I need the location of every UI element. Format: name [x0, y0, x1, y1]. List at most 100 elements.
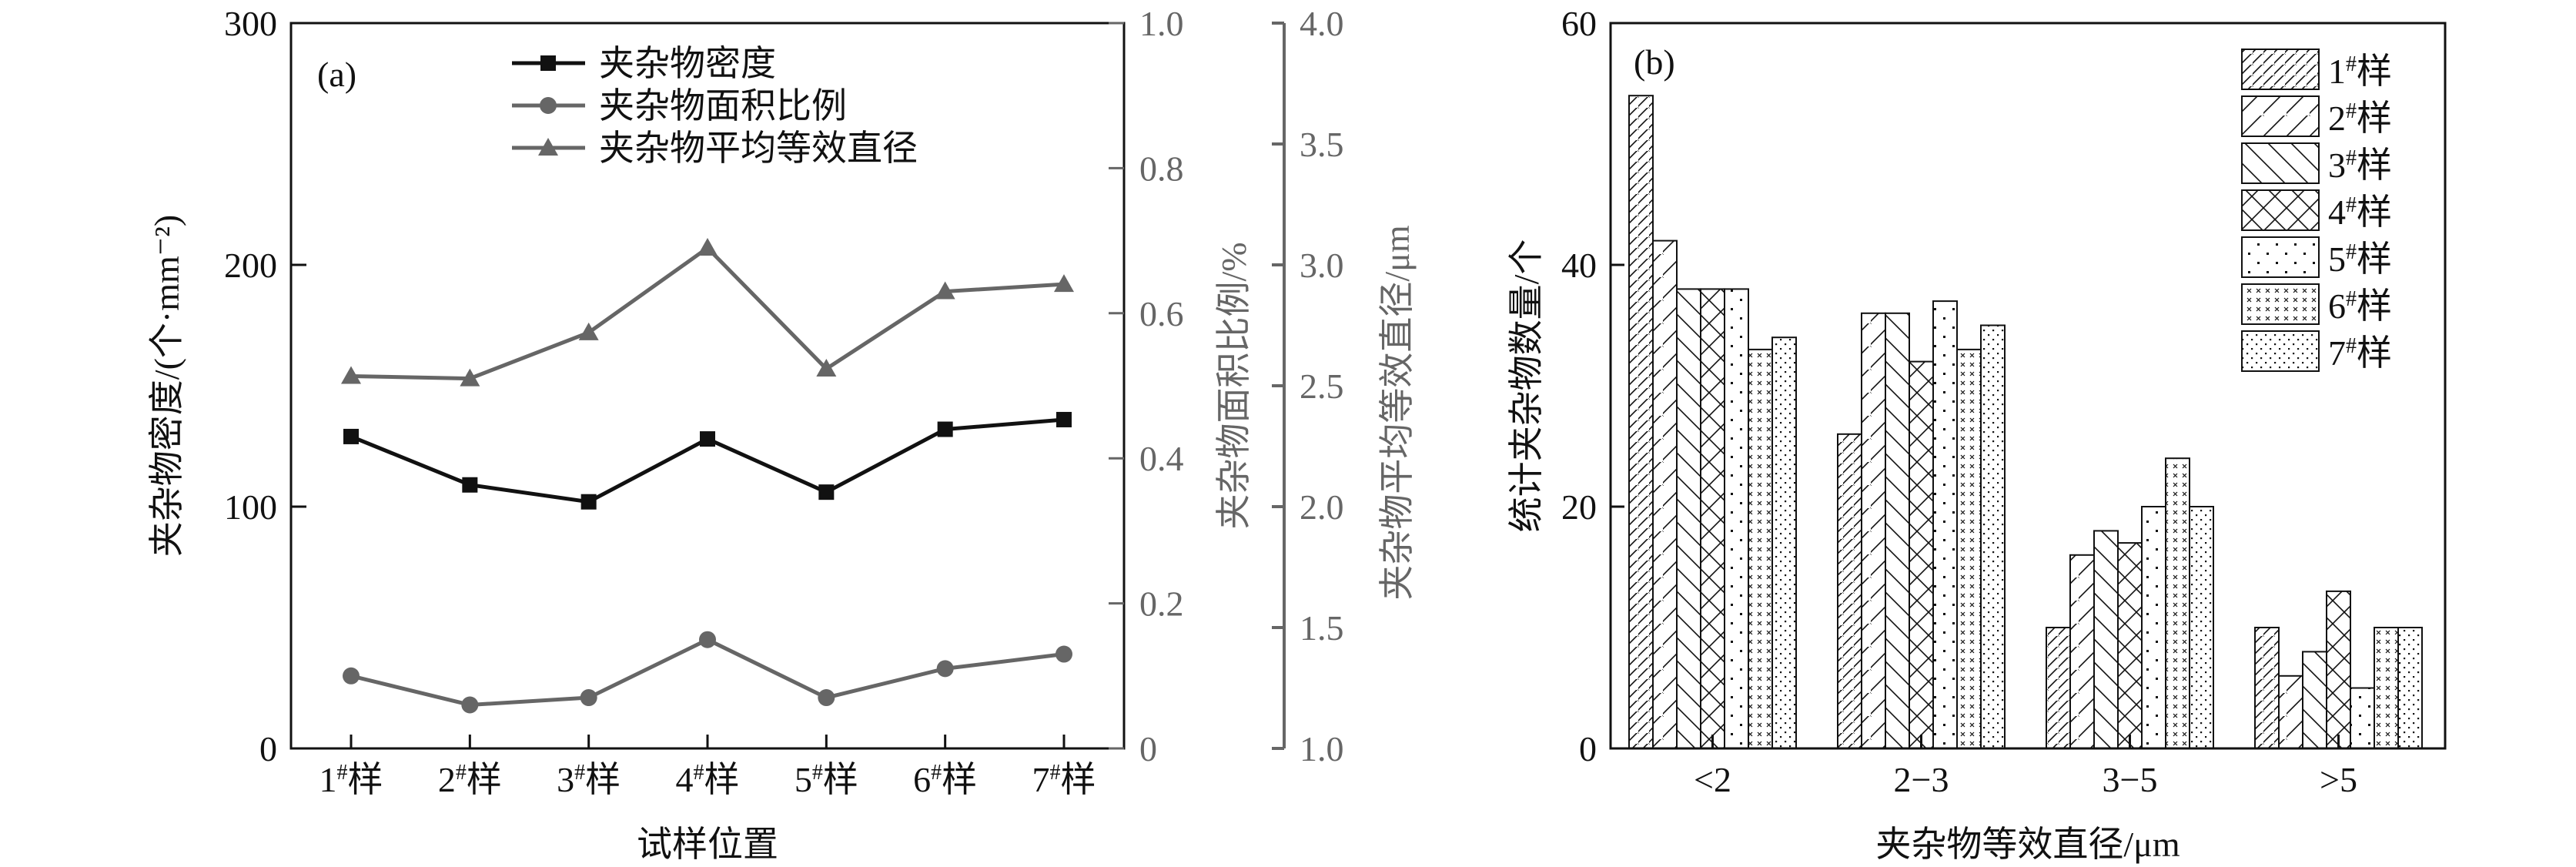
data-point: [461, 696, 479, 714]
y-axis-title-left: 夹杂物密度/(个·mm⁻²): [147, 215, 186, 557]
legend-label: 7#样: [2328, 333, 2392, 373]
bar: [2189, 506, 2214, 749]
bar: [2374, 627, 2399, 749]
legend-swatch: [2241, 95, 2320, 137]
y-tick-label-right2: 4.0: [1300, 4, 1344, 43]
x-tick-label: >5: [2320, 760, 2357, 799]
y-tick-label: 40: [1561, 246, 1597, 285]
y-tick-label-left: 300: [224, 4, 277, 43]
bar: [1909, 360, 1934, 749]
legend-marker: [538, 138, 558, 156]
data-point: [816, 359, 837, 377]
bar: [2093, 530, 2119, 750]
bar: [2046, 627, 2071, 749]
y-tick-label-right1: 0.8: [1139, 149, 1184, 188]
x-tick-label: <2: [1694, 760, 1731, 799]
plot-frame: [1609, 22, 2447, 750]
data-point: [341, 366, 361, 384]
bar: [2397, 627, 2423, 749]
panel-b-bar-chart: 1#样 2#样 3#样 4#样 5#样 6#样 7#样 0 20 40 60 <2 2−3 3−5 >5 夹杂…: [1507, 4, 2447, 864]
bar: [1724, 288, 1749, 749]
legend-swatch: [2241, 142, 2320, 184]
x-tick-label: 5#样: [795, 760, 858, 799]
y-tick-label-left: 200: [224, 246, 277, 285]
legend-label: 4#样: [2328, 192, 2392, 232]
bar: [1676, 288, 1701, 749]
x-tick-label: 6#样: [913, 760, 977, 799]
legend-label: 夹杂物面积比例: [599, 86, 847, 126]
y-tick-label-right1: 0.4: [1139, 439, 1184, 478]
bar: [1771, 336, 1797, 749]
panel-a-line-chart: 0 100 200 300 0 0.2 0.4 0.6 0.8 1.0 1.0 1.5 2.0 2.5 3.…: [147, 4, 1417, 864]
series-line: [350, 637, 1065, 707]
data-point: [935, 281, 955, 300]
y-tick-label-right2: 2.0: [1300, 487, 1344, 527]
data-point: [580, 494, 597, 510]
x-tick-label: 1#样: [319, 760, 383, 799]
bar: [2278, 675, 2303, 749]
series-square: [343, 411, 1072, 510]
series-line: [350, 245, 1065, 381]
data-point: [343, 667, 360, 685]
x-tick-label: 3#样: [557, 760, 621, 799]
legend-label: 1#样: [2328, 52, 2392, 91]
data-point: [1055, 645, 1072, 663]
series-triangle: [341, 238, 1074, 387]
y-tick-label-right2: 3.5: [1300, 125, 1344, 164]
bar: [2326, 590, 2351, 750]
bar: [1652, 239, 1678, 750]
data-point: [1056, 411, 1072, 427]
data-point: [343, 428, 359, 444]
y-tick-label-right2: 3.0: [1300, 246, 1344, 285]
bar: [1700, 288, 1725, 749]
data-point: [460, 368, 480, 387]
x-tick-label: 2#样: [438, 760, 502, 799]
y-tick-label-left: 0: [259, 729, 277, 768]
x-tick-label: 4#样: [676, 760, 740, 799]
x-tick-label: 3−5: [2103, 760, 2158, 799]
legend-label: 6#样: [2328, 286, 2392, 326]
legend-swatch: [2241, 236, 2320, 278]
data-point: [700, 431, 715, 447]
y-tick-label-right2: 1.5: [1300, 608, 1344, 648]
y-tick-label: 60: [1561, 4, 1597, 43]
bar: [2302, 651, 2327, 750]
y-tick-label-right1: 1.0: [1139, 4, 1184, 43]
y-axis-title-right2: 夹杂物平均等效直径/μm: [1377, 225, 1417, 600]
data-point: [818, 484, 835, 500]
panel-label: (a): [317, 55, 356, 94]
bar: [2117, 542, 2143, 749]
bar: [1980, 324, 2006, 749]
bar: [2069, 554, 2095, 749]
bar: [1932, 300, 1958, 750]
y-tick-label: 20: [1561, 487, 1597, 527]
bar: [1748, 348, 1773, 749]
bar: [1956, 348, 1982, 749]
legend-marker: [540, 55, 556, 71]
y-axis-title: 统计夹杂物数量/个: [1507, 239, 1546, 533]
legend-label: 夹杂物平均等效直径: [599, 129, 918, 168]
legend-swatch: [2241, 330, 2320, 372]
bar: [1861, 312, 1886, 749]
y-axis-title-right1: 夹杂物面积比例/%: [1214, 242, 1253, 529]
y-tick-label-right1: 0.6: [1139, 294, 1184, 333]
data-point: [699, 631, 716, 648]
x-tick-label: 7#样: [1032, 760, 1096, 799]
y-tick-label-right2: 1.0: [1300, 729, 1344, 768]
bar: [1628, 95, 1654, 749]
series-circle: [343, 631, 1072, 714]
data-point: [936, 660, 954, 678]
legend-swatch: [2241, 49, 2320, 90]
legend-label: 夹杂物密度: [599, 44, 776, 83]
data-point: [818, 689, 835, 707]
y-tick-label: 0: [1579, 729, 1597, 768]
data-point: [1054, 274, 1074, 293]
y-tick-label-right1: 0: [1139, 729, 1157, 768]
y-tick-label-left: 100: [224, 487, 277, 527]
y-tick-label-right1: 0.2: [1139, 584, 1184, 624]
data-point: [462, 477, 478, 493]
legend-marker: [540, 97, 557, 114]
bar: [2165, 457, 2190, 749]
bar: [2350, 687, 2375, 749]
